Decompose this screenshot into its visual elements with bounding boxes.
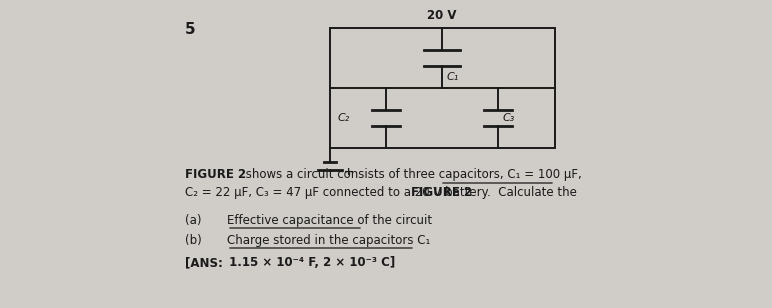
Text: Effective capacitance of the circuit: Effective capacitance of the circuit bbox=[227, 214, 432, 227]
Text: C₂ = 22 μF, C₃ = 47 μF connected to a 20 V battery.  Calculate the: C₂ = 22 μF, C₃ = 47 μF connected to a 20… bbox=[185, 186, 577, 199]
Text: [ANS:: [ANS: bbox=[185, 256, 223, 269]
Text: Charge stored in the capacitors C₁: Charge stored in the capacitors C₁ bbox=[227, 234, 430, 247]
Text: C₃: C₃ bbox=[503, 113, 515, 123]
Text: C₂: C₂ bbox=[338, 113, 350, 123]
Text: C₁: C₁ bbox=[447, 72, 459, 82]
Text: shows a circuit consists of three capacitors, C₁ = 100 μF,: shows a circuit consists of three capaci… bbox=[242, 168, 582, 181]
Text: FIGURE 2: FIGURE 2 bbox=[185, 168, 246, 181]
Text: 5: 5 bbox=[185, 22, 195, 37]
Text: FIGURE 2: FIGURE 2 bbox=[411, 186, 472, 199]
Bar bbox=[330, 28, 555, 148]
Text: 20 V: 20 V bbox=[427, 9, 457, 22]
Text: (b): (b) bbox=[185, 234, 201, 247]
Text: 1.15 × 10⁻⁴ F, 2 × 10⁻³ C]: 1.15 × 10⁻⁴ F, 2 × 10⁻³ C] bbox=[225, 256, 395, 269]
Text: +: + bbox=[344, 167, 354, 177]
Text: (a): (a) bbox=[185, 214, 201, 227]
